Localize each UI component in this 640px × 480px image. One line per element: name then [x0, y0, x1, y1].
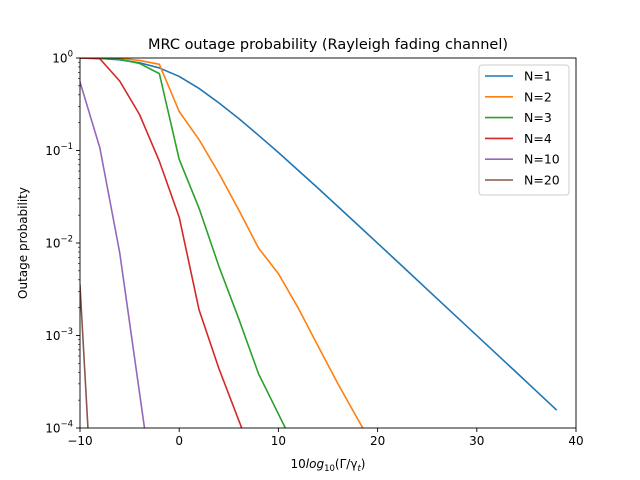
legend: N=1 N=2 N=3 N=4 N=10 N=20: [478, 64, 570, 196]
x-axis-label: 10log10(Γ/γt): [291, 457, 366, 474]
y-axis-label: Outage probability: [16, 187, 30, 299]
y-tick-label: 10−4: [45, 420, 73, 436]
y-tick-label: 10−2: [45, 235, 73, 251]
y-axis: 100 10−1 10−2 10−3 10−4: [45, 50, 80, 436]
series-layer: [80, 58, 558, 428]
chart-title: MRC outage probability (Rayleigh fading …: [148, 37, 508, 53]
x-label-func: log: [306, 457, 325, 471]
legend-label: N=20: [524, 173, 560, 188]
x-label-tail: ): [361, 457, 366, 471]
series-line-n-2: [80, 58, 364, 428]
series-line-n-4: [80, 58, 243, 428]
legend-label: N=1: [524, 69, 552, 84]
legend-label: N=3: [524, 110, 552, 125]
legend-label: N=4: [524, 131, 552, 146]
x-label-argsub: t: [357, 464, 361, 474]
y-tick-label: 100: [52, 50, 73, 66]
legend-label: N=10: [524, 152, 560, 167]
x-tick-label: 0: [175, 434, 183, 448]
y-tick-label: 10−3: [45, 327, 73, 343]
y-tick-label: 10−1: [45, 142, 73, 158]
x-label-prefix: 10: [291, 457, 306, 471]
x-tick-label: −10: [67, 434, 92, 448]
x-tick-label: 20: [370, 434, 385, 448]
x-label-sub: 10: [324, 464, 335, 474]
series-line-n-3: [80, 58, 287, 428]
legend-label: N=2: [524, 89, 552, 104]
x-axis: −10 0 10 20 30 40: [67, 428, 584, 448]
x-tick-label: 40: [568, 434, 583, 448]
x-tick-label: 30: [469, 434, 484, 448]
series-line-n-20: [80, 284, 89, 428]
series-line-n-10: [80, 81, 146, 428]
x-label-args: (Γ/γ: [335, 457, 358, 471]
x-tick-label: 10: [271, 434, 286, 448]
